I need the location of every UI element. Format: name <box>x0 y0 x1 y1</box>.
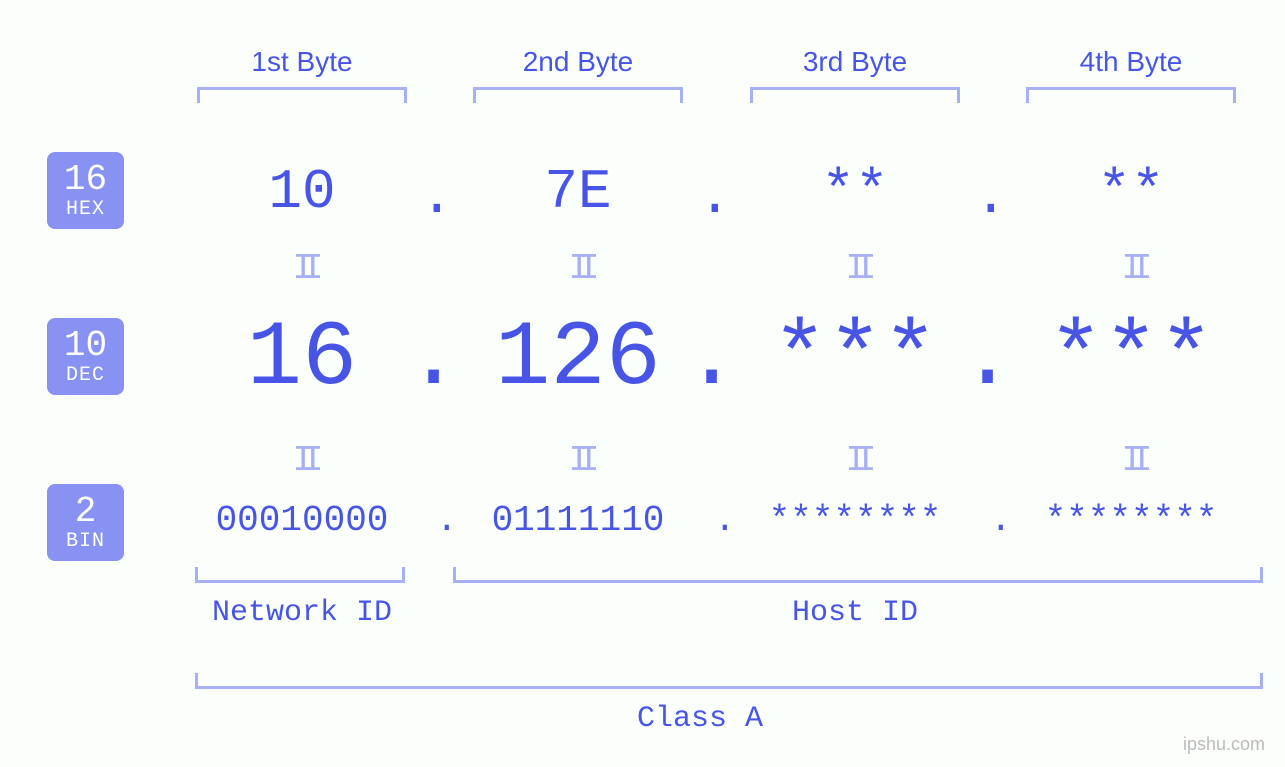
dec-byte-3: *** <box>725 306 985 411</box>
hex-byte-3: ** <box>745 160 965 224</box>
dec-byte-1: 16 <box>172 306 432 411</box>
hex-badge-num: 16 <box>64 162 107 198</box>
class-bracket <box>195 673 1263 689</box>
bin-byte-1: 00010000 <box>172 500 432 541</box>
eq-top-3: II <box>835 248 875 289</box>
hex-dot-3: . <box>974 165 1008 229</box>
hex-byte-1: 10 <box>192 160 412 224</box>
eq-bot-3: II <box>835 440 875 481</box>
eq-bot-4: II <box>1111 440 1151 481</box>
eq-bot-1: II <box>282 440 322 481</box>
bin-badge-num: 2 <box>75 494 97 530</box>
dec-badge-label: DEC <box>66 366 105 386</box>
dec-dot-3: . <box>960 306 1015 411</box>
host-label: Host ID <box>755 596 955 630</box>
host-bracket <box>453 567 1263 583</box>
network-label: Network ID <box>202 596 402 630</box>
byte-header-4: 4th Byte <box>1031 46 1231 78</box>
class-label: Class A <box>600 702 800 736</box>
bin-byte-3: ******** <box>725 500 985 541</box>
top-bracket-4 <box>1026 87 1236 103</box>
eq-bot-2: II <box>558 440 598 481</box>
dec-dot-2: . <box>684 306 739 411</box>
hex-badge: 16 HEX <box>47 152 124 229</box>
byte-header-1: 1st Byte <box>202 46 402 78</box>
dec-byte-2: 126 <box>448 306 708 411</box>
dec-badge-num: 10 <box>64 328 107 364</box>
top-bracket-3 <box>750 87 960 103</box>
bin-badge: 2 BIN <box>47 484 124 561</box>
watermark: ipshu.com <box>1183 734 1265 755</box>
top-bracket-2 <box>473 87 683 103</box>
hex-byte-4: ** <box>1021 160 1241 224</box>
bin-dot-1: . <box>436 500 458 541</box>
dec-dot-1: . <box>406 306 461 411</box>
bin-byte-2: 01111110 <box>448 500 708 541</box>
dec-badge: 10 DEC <box>47 318 124 395</box>
hex-byte-2: 7E <box>468 160 688 224</box>
network-bracket <box>195 567 405 583</box>
hex-dot-2: . <box>698 165 732 229</box>
dec-byte-4: *** <box>1001 306 1261 411</box>
eq-top-1: II <box>282 248 322 289</box>
eq-top-4: II <box>1111 248 1151 289</box>
bin-badge-label: BIN <box>66 532 105 552</box>
bin-byte-4: ******** <box>1001 500 1261 541</box>
top-bracket-1 <box>197 87 407 103</box>
eq-top-2: II <box>558 248 598 289</box>
byte-header-2: 2nd Byte <box>478 46 678 78</box>
byte-header-3: 3rd Byte <box>755 46 955 78</box>
hex-badge-label: HEX <box>66 200 105 220</box>
hex-dot-1: . <box>420 165 454 229</box>
bin-dot-2: . <box>714 500 736 541</box>
bin-dot-3: . <box>990 500 1012 541</box>
